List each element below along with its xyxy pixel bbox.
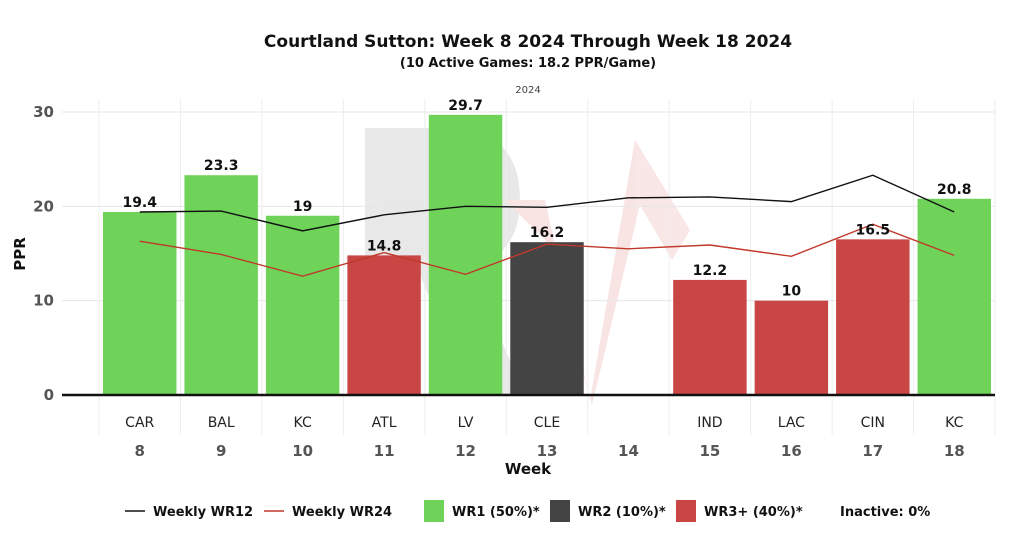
y-tick-label: 20 xyxy=(33,197,54,215)
bar-week-16 xyxy=(754,300,829,395)
x-week-label: 15 xyxy=(699,442,720,460)
y-axis-title: PPR xyxy=(11,237,29,271)
bar-week-18 xyxy=(917,198,991,395)
bar-value-label: 29.7 xyxy=(448,98,483,114)
legend-label: WR2 (10%)* xyxy=(578,505,666,520)
bar-value-label: 19.4 xyxy=(122,195,157,211)
bar-week-13 xyxy=(510,242,584,395)
bar-value-label: 16.5 xyxy=(856,222,891,238)
legend-swatch-box xyxy=(676,500,696,522)
reference-lines xyxy=(139,174,955,277)
x-week-label: 8 xyxy=(135,442,145,460)
x-week-label: 16 xyxy=(781,442,802,460)
bar-week-12 xyxy=(428,114,503,395)
series-line-wr24 xyxy=(139,223,955,277)
x-axis: CAR 8 BAL 9 KC 10 ATL 11 LV 12 CLE 13 14 IND 15 LAC 16 CI… xyxy=(125,415,965,460)
x-week-label: 9 xyxy=(216,442,226,460)
legend-swatch-box xyxy=(550,500,570,522)
x-opponent-label: KC xyxy=(294,415,312,431)
x-opponent-label: CIN xyxy=(861,415,885,431)
x-opponent-label: LAC xyxy=(778,415,805,431)
bar-week-9 xyxy=(184,175,258,395)
legend-swatch-box xyxy=(424,500,444,522)
x-opponent-label: LV xyxy=(458,415,474,431)
x-opponent-label: BAL xyxy=(208,415,235,431)
x-week-label: 18 xyxy=(944,442,965,460)
series-line-wr12 xyxy=(139,174,955,232)
y-tick-label: 10 xyxy=(33,292,54,310)
chart-title: Courtland Sutton: Week 8 2024 Through We… xyxy=(264,32,792,52)
season-label: 2024 xyxy=(515,85,540,96)
x-week-label: 14 xyxy=(618,442,639,460)
legend-label: Inactive: 0% xyxy=(840,505,930,520)
legend-label: WR3+ (40%)* xyxy=(704,505,803,520)
x-opponent-label: CLE xyxy=(534,415,560,431)
legend: Weekly WR12 Weekly WR24 WR1 (50%)* WR2 (10%… xyxy=(125,500,930,522)
x-week-label: 13 xyxy=(537,442,558,460)
y-tick-label: 30 xyxy=(33,103,54,121)
bar-value-label: 23.3 xyxy=(204,158,239,174)
bar-labels: 19.4 23.3 19 14.8 29.7 16.2 12.2 10 16.5 20.8 xyxy=(122,98,971,300)
y-axis-ticks: 0 10 20 30 xyxy=(33,103,54,404)
bar-week-11 xyxy=(347,255,421,395)
x-week-label: 11 xyxy=(374,442,395,460)
x-opponent-label: IND xyxy=(697,415,722,431)
bar-week-8 xyxy=(103,211,177,395)
bar-value-label: 16.2 xyxy=(530,225,565,241)
bar-week-17 xyxy=(836,239,910,395)
x-opponent-label: CAR xyxy=(125,415,154,431)
y-tick-label: 0 xyxy=(44,386,54,404)
x-week-label: 17 xyxy=(862,442,883,460)
legend-label: Weekly WR24 xyxy=(292,505,392,520)
bar-value-label: 12.2 xyxy=(693,263,728,279)
bar-week-15 xyxy=(673,279,747,395)
x-opponent-label: ATL xyxy=(372,415,397,431)
bars xyxy=(62,114,995,397)
legend-label: Weekly WR12 xyxy=(153,505,253,520)
legend-label: WR1 (50%)* xyxy=(452,505,540,520)
bar-week-10 xyxy=(265,215,340,395)
bar-value-label: 20.8 xyxy=(937,182,972,198)
chart-subtitle: (10 Active Games: 18.2 PPR/Game) xyxy=(400,56,656,71)
bar-value-label: 10 xyxy=(782,284,802,300)
x-axis-title: Week xyxy=(505,460,552,478)
bar-value-label: 14.8 xyxy=(367,238,402,254)
x-week-label: 10 xyxy=(292,442,313,460)
x-week-label: 12 xyxy=(455,442,476,460)
bar-value-label: 19 xyxy=(293,199,312,215)
x-opponent-label: KC xyxy=(945,415,963,431)
